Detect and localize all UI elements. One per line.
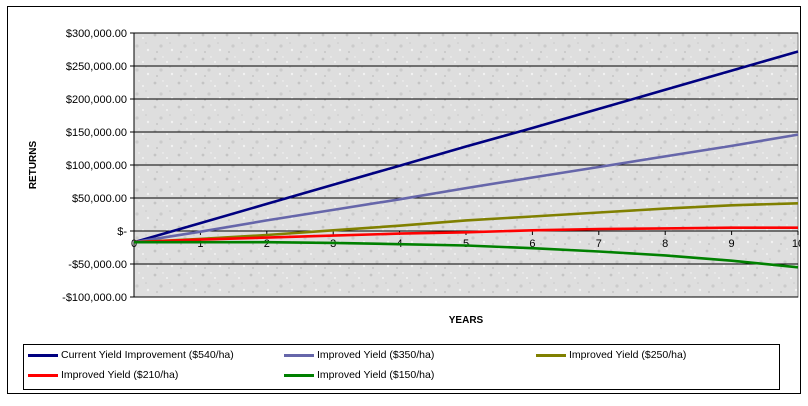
legend-swatch-210	[28, 373, 58, 377]
x-tick-label: 6	[529, 238, 535, 250]
y-tick-label: $-	[117, 226, 127, 238]
legend-item-540: Current Yield Improvement ($540/ha)	[28, 349, 234, 361]
legend-item-250: Improved Yield ($250/ha)	[536, 349, 686, 361]
legend-label-150: Improved Yield ($150/ha)	[317, 369, 435, 381]
x-tick-label: 10	[792, 238, 800, 250]
legend-item-350: Improved Yield ($350/ha)	[284, 349, 434, 361]
legend-label-210: Improved Yield ($210/ha)	[61, 369, 179, 381]
y-tick-label: $50,000.00	[72, 193, 127, 205]
y-tick-label: $200,000.00	[66, 94, 127, 106]
series-line-3	[133, 226, 798, 244]
chart-frame: $300,000.00 $250,000.00 $200,000.00 $150,00…	[7, 6, 801, 394]
legend-label-350: Improved Yield ($350/ha)	[317, 349, 435, 361]
legend-swatch-250	[536, 353, 566, 357]
x-axis-title: YEARS	[449, 315, 484, 326]
x-tick-label: 9	[729, 238, 735, 250]
legend-swatch-540	[28, 353, 58, 357]
series-line-1	[133, 133, 799, 244]
legend-label-250: Improved Yield ($250/ha)	[569, 349, 687, 361]
legend-item-210: Improved Yield ($210/ha)	[28, 369, 178, 381]
x-tick-label: 7	[596, 238, 602, 250]
legend-swatch-150	[284, 373, 314, 377]
y-tick-label: $150,000.00	[66, 127, 127, 139]
y-tick-label: $250,000.00	[66, 61, 127, 73]
series-line-2	[133, 202, 799, 244]
x-tick-label: 0	[131, 238, 137, 250]
legend-label-540: Current Yield Improvement ($540/ha)	[61, 349, 234, 361]
series-line-0	[133, 50, 799, 244]
legend: Current Yield Improvement ($540/ha) Impr…	[23, 344, 780, 390]
y-tick-label: $300,000.00	[66, 28, 127, 40]
legend-swatch-350	[284, 353, 314, 357]
chart: $300,000.00 $250,000.00 $200,000.00 $150,00…	[28, 28, 800, 326]
x-tick-label: 5	[463, 238, 469, 250]
y-tick-label: -$50,000.00	[68, 259, 127, 271]
y-axis-title: RETURNS	[28, 141, 39, 190]
x-tick-label: 8	[662, 238, 668, 250]
y-tick-label: $100,000.00	[66, 160, 127, 172]
x-tick-label: 2	[264, 238, 270, 250]
x-tick-label: 1	[197, 238, 203, 250]
y-tick-label: -$100,000.00	[62, 292, 127, 304]
legend-item-150: Improved Yield ($150/ha)	[284, 369, 434, 381]
series-line-4	[134, 240, 799, 269]
